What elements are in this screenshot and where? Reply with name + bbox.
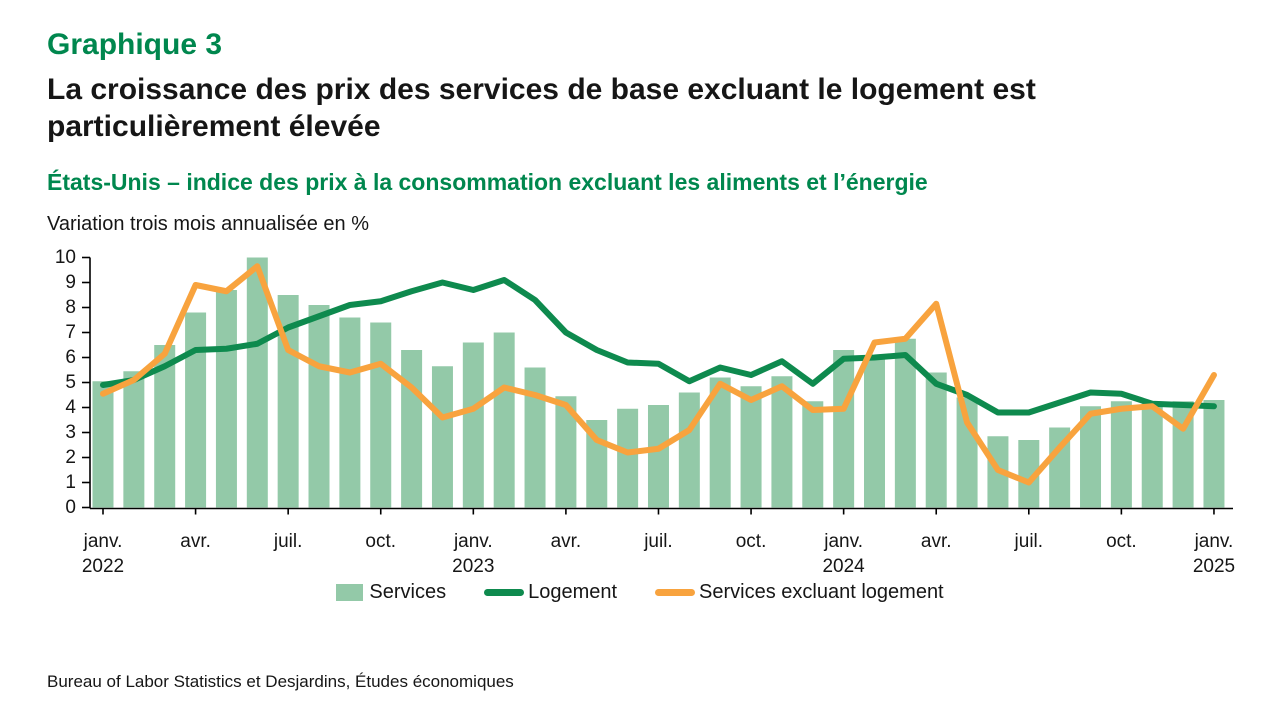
y-tick-label-1: 1 xyxy=(65,471,76,493)
bar-services xyxy=(185,312,207,508)
x-tick-label-2024-10: oct. xyxy=(1106,531,1137,552)
y-tick-label-5: 5 xyxy=(65,371,76,393)
y-tick-label-10: 10 xyxy=(54,246,76,268)
x-tick-label-2022-10: oct. xyxy=(365,531,397,552)
bar-services xyxy=(1203,400,1225,508)
x-tick-label-2022-01: janv. xyxy=(83,531,123,552)
line-services-excluant-logement xyxy=(100,263,1217,486)
services-swatch-icon xyxy=(336,584,364,601)
bar-services xyxy=(894,338,916,508)
bar-services xyxy=(370,322,392,508)
bar-services xyxy=(524,367,546,508)
bar-services xyxy=(925,372,947,508)
bar-services xyxy=(740,386,762,508)
y-tick-label-0: 0 xyxy=(65,496,76,518)
legend-label-services-excluant-logement: Services excluant logement xyxy=(699,581,944,603)
bar-services xyxy=(555,396,577,508)
line-logement xyxy=(100,277,1217,416)
bar-services xyxy=(678,392,700,508)
chart-subtitle: États-Unis – indice des prix à la consom… xyxy=(47,169,928,195)
y-tick-label-4: 4 xyxy=(65,396,76,418)
legend-label-services: Services xyxy=(369,581,447,603)
legend-label-logement: Logement xyxy=(528,581,618,603)
bar-services xyxy=(709,377,731,508)
x-tick-label-2024-07: juil. xyxy=(1014,531,1044,552)
bar-services xyxy=(462,342,484,508)
x-tick-label-2023-04: avr. xyxy=(550,531,582,552)
legend-item-services: Services xyxy=(336,581,446,604)
x-tick-label-2024-04: avr. xyxy=(920,531,952,552)
y-tick-label-8: 8 xyxy=(65,296,76,318)
bar-services xyxy=(154,345,176,508)
y-tick-label-6: 6 xyxy=(65,346,76,368)
bar-services xyxy=(308,305,330,508)
y-tick-label-2: 2 xyxy=(65,446,76,468)
bar-services xyxy=(864,355,885,508)
graphic-number-label: Graphique 3 xyxy=(47,28,223,61)
bar-services xyxy=(771,376,793,508)
y-tick-label-7: 7 xyxy=(65,321,76,343)
services-excluant-logement-line-swatch-icon xyxy=(655,589,696,596)
x-tick-label-2022-07: juil. xyxy=(273,531,303,552)
legend: Services Logement Services excluant loge… xyxy=(0,581,1280,604)
x-tick-label-2022-04: avr. xyxy=(180,531,211,552)
legend-item-services-excluant-logement: Services excluant logement xyxy=(655,581,944,604)
bar-services xyxy=(833,350,855,508)
x-tick-label-2025-01: janv. xyxy=(1194,531,1234,552)
bar-services xyxy=(431,366,453,508)
x-tick-year-2022: 2022 xyxy=(81,556,125,577)
bar-services xyxy=(617,408,639,508)
y-tick-label-3: 3 xyxy=(65,421,76,443)
bar-services xyxy=(493,332,515,508)
bar-services xyxy=(802,401,824,508)
y-axis-unit-note: Variation trois mois annualisée en % xyxy=(47,213,370,235)
bar-services xyxy=(956,397,978,508)
x-tick-label-2023-10: oct. xyxy=(735,531,767,552)
legend-item-logement: Logement xyxy=(484,581,617,604)
source-attribution: Bureau of Labor Statistics et Desjardins… xyxy=(47,672,514,691)
bar-services xyxy=(215,290,237,508)
x-tick-label-2023-07: juil. xyxy=(644,531,673,552)
bar-services xyxy=(647,405,669,508)
x-tick-year-2023: 2023 xyxy=(452,556,495,577)
x-tick-label-2024-01: janv. xyxy=(824,531,863,552)
bar-services xyxy=(1110,401,1132,508)
bar-services xyxy=(1018,440,1040,508)
bar-services xyxy=(277,295,299,508)
x-tick-year-2024: 2024 xyxy=(822,556,865,577)
x-tick-year-2025: 2025 xyxy=(1192,556,1236,577)
bar-services xyxy=(339,317,361,508)
bar-services xyxy=(1141,402,1163,508)
bar-services xyxy=(246,257,268,508)
chart-title: La croissance des prix des services de b… xyxy=(47,73,1036,143)
bar-services xyxy=(1049,427,1071,508)
logement-line-swatch-icon xyxy=(484,589,525,596)
bar-services xyxy=(401,350,423,508)
bar-services xyxy=(92,381,114,508)
bar-services xyxy=(1080,406,1102,508)
bar-services xyxy=(123,371,145,508)
x-tick-label-2023-01: janv. xyxy=(453,531,493,552)
y-tick-label-9: 9 xyxy=(65,271,76,293)
